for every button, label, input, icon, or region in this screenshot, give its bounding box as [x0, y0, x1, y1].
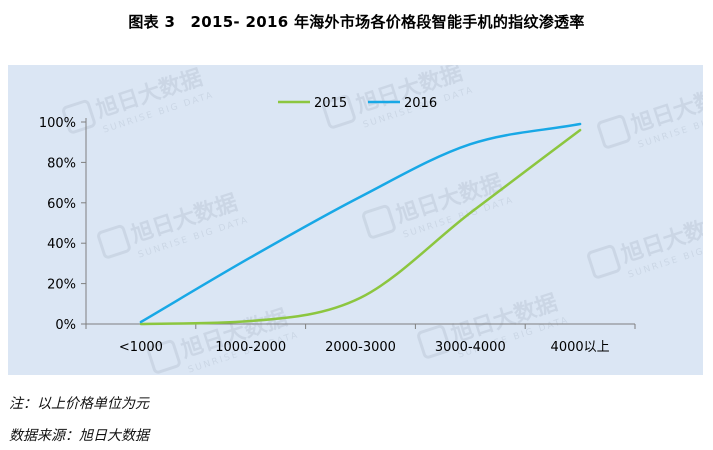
series-layer — [139, 122, 582, 326]
plot-background — [8, 65, 703, 375]
y-tick-label: 20% — [47, 278, 76, 293]
data-source-note: 数据来源：旭日大数据 — [9, 428, 149, 444]
y-tick-label: 80% — [47, 156, 76, 171]
watermark-logo-icon — [62, 99, 96, 134]
watermark-logo-icon — [417, 324, 451, 359]
series-line-2015 — [139, 128, 582, 326]
price-unit-note: 注：以上价格单位为元 — [9, 396, 149, 412]
y-tick-label: 60% — [47, 197, 76, 212]
x-tick-label: <1000 — [119, 340, 163, 355]
watermark-logo-icon — [97, 224, 131, 259]
legend: 2015 2016 — [278, 96, 437, 111]
watermark-logo-icon — [147, 339, 181, 374]
x-tick-label: 2000-3000 — [325, 340, 396, 355]
legend-label-2015: 2015 — [314, 96, 347, 111]
watermark-logo-icon — [322, 94, 356, 129]
watermark-logo-icon — [362, 204, 396, 239]
watermark-logo-icon — [597, 114, 631, 149]
legend-label-2016: 2016 — [404, 96, 437, 111]
chart-area: 旭日大数据 SUNRISE BIG DATA 旭日大数据 SUNRISE BIG DA… — [8, 65, 703, 375]
watermark-logo-icon — [587, 244, 621, 279]
figure-title: 图表 3 2015- 2016 年海外市场各价格段智能手机的指纹渗透率 — [128, 13, 585, 31]
x-tick-label: 3000-4000 — [435, 340, 506, 355]
x-tick-label: 1000-2000 — [215, 340, 286, 355]
series-line-2016 — [139, 122, 582, 324]
x-tick-label: 4000以上 — [551, 340, 610, 355]
y-tick-label: 40% — [47, 237, 76, 252]
y-tick-label: 0% — [55, 318, 76, 333]
axes: 0% 20% 40% 60% 80% 100% <1000 1000-2000 2000-300… — [39, 116, 636, 355]
y-tick-label: 100% — [39, 116, 76, 131]
